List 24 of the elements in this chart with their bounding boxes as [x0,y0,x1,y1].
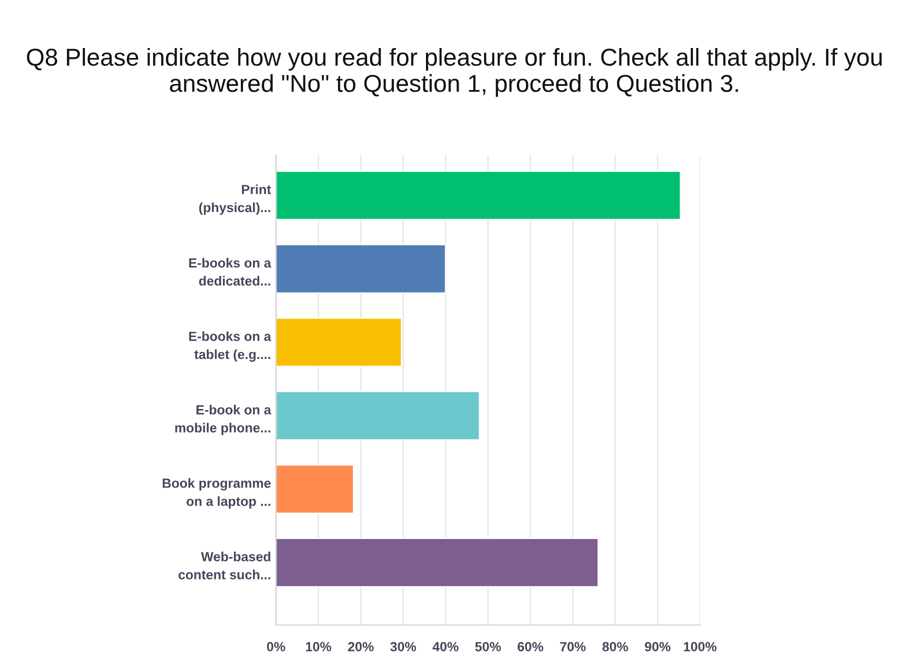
chart-title: Q8 Please indicate how you read for pleasure or fun. Check all that apply. If you answered "No" to Question 1, proceed to Question 3. [26,48,882,97]
x-tick-label: 100% [684,642,717,652]
x-tick-label: 10% [306,642,332,652]
x-tick-label: 80% [602,642,628,652]
y-tick-label: E-book on a mobile phone... [175,404,272,436]
y-tick-label: Print (physical)... [199,184,271,215]
x-tick-label: 70% [560,642,586,652]
y-tick-label: E-books on a dedicated... [189,258,272,286]
x-tick-label: 0% [266,642,286,652]
bar [276,390,480,441]
bar [276,538,599,588]
bar [276,170,682,220]
y-tick-label: E-books on a tablet (e.g.... [189,331,272,362]
bar [276,244,446,294]
x-tick-label: 60% [518,642,544,652]
bar [276,317,402,368]
x-tick-label: 30% [390,642,416,652]
x-tick-label: 40% [432,642,458,652]
x-tick-label: 20% [348,642,374,652]
y-tick-label: Web-based content such... [178,552,270,580]
y-tick-label: Book programme on a laptop ... [162,478,271,509]
x-tick-label: 50% [475,642,501,652]
bar [276,464,354,514]
x-tick-label: 90% [644,642,670,652]
